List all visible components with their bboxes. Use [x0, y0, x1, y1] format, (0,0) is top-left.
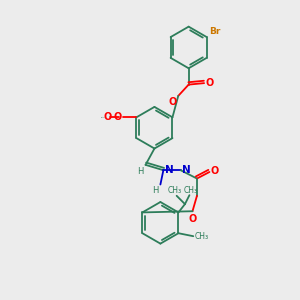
Text: O: O — [206, 78, 214, 88]
Text: O: O — [103, 112, 112, 122]
Text: H: H — [152, 186, 158, 195]
Text: CH₃: CH₃ — [167, 186, 182, 195]
Text: O: O — [169, 98, 177, 107]
Text: O: O — [211, 166, 219, 176]
Text: N: N — [165, 165, 173, 175]
Text: Br: Br — [209, 27, 220, 36]
Text: methoxy: methoxy — [100, 117, 107, 118]
Text: O: O — [189, 214, 197, 224]
Text: O: O — [113, 112, 122, 122]
Text: CH₃: CH₃ — [184, 186, 198, 195]
Text: N: N — [182, 165, 190, 175]
Text: CH₃: CH₃ — [195, 232, 209, 241]
Text: H: H — [137, 167, 143, 176]
